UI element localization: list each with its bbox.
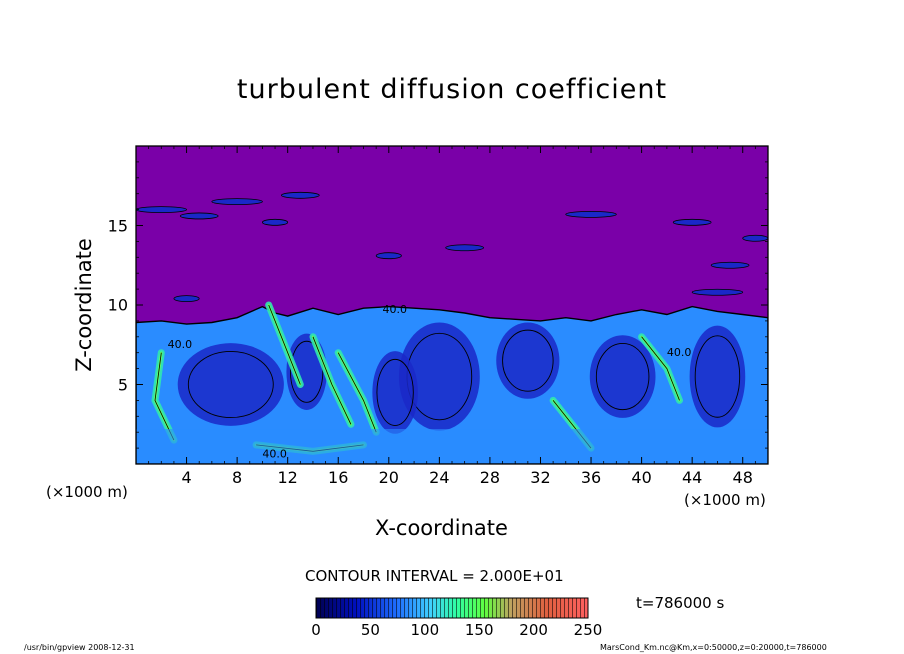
- x-tick-label: 28: [479, 468, 501, 487]
- file-footer: MarsCond_Km.nc@Km,x=0:50000,z=0:20000,t=…: [600, 643, 827, 652]
- contour-label: 40.0: [382, 303, 407, 316]
- plume-contour: [641, 336, 680, 401]
- low-cell: [398, 322, 480, 431]
- x-unit-left: (×1000 m): [46, 483, 128, 501]
- chart-title: turbulent diffusion coefficient: [236, 74, 668, 105]
- colorbar-tick-label: 50: [360, 621, 380, 639]
- x-tick-label: 32: [530, 468, 551, 487]
- low-cell-contour: [595, 343, 650, 411]
- upper-fragment: [211, 198, 263, 206]
- program-footer: /usr/bin/gpview 2008-12-31: [24, 643, 135, 652]
- low-cell: [372, 351, 418, 434]
- x-tick-label: 24: [429, 468, 450, 487]
- y-tick-label: 10: [107, 295, 128, 315]
- x-tick-label: 16: [328, 468, 349, 487]
- contour-label: 40.0: [262, 448, 287, 461]
- upper-fragment: [280, 191, 320, 199]
- x-tick-label: 12: [277, 468, 298, 487]
- contour-interval: CONTOUR INTERVAL = 2.000E+01: [305, 567, 564, 585]
- plume-contour: [312, 336, 352, 425]
- x-tick-label: 20: [378, 468, 399, 487]
- upper-fragment: [375, 252, 402, 260]
- contour-label: 40.0: [667, 346, 692, 359]
- low-cell: [589, 335, 656, 418]
- plume-contour: [268, 304, 301, 385]
- colorbar-tick-label: 200: [519, 621, 548, 639]
- upper-fragment: [445, 244, 485, 252]
- upper-fragment: [261, 218, 289, 226]
- upper-fragment: [691, 288, 744, 296]
- upper-fragment: [179, 212, 219, 220]
- x-tick-label: 48: [732, 468, 753, 487]
- time-label: t=786000 s: [636, 594, 725, 612]
- low-cell: [496, 322, 560, 399]
- x-tick-label: 8: [232, 468, 243, 487]
- x-tick-label: 44: [681, 468, 703, 487]
- colorbar-tick-label: 0: [311, 621, 321, 639]
- x-tick-label: 4: [181, 468, 192, 487]
- low-cell-contour: [376, 358, 414, 426]
- y-axis-label: Z-coordinate: [72, 238, 96, 372]
- low-cell: [177, 343, 284, 426]
- upper-fragment: [136, 206, 187, 213]
- colorbar-stripes: [316, 598, 588, 618]
- x-axis-label: X-coordinate: [375, 516, 508, 540]
- colorbar-tick-label: 250: [573, 621, 603, 639]
- axis-ticks: [136, 146, 768, 464]
- low-cell: [689, 325, 746, 428]
- y-tick-label: 15: [107, 216, 128, 235]
- plume-contour: [154, 352, 175, 441]
- x-tick-label: 36: [580, 468, 602, 487]
- upper-fragment: [742, 234, 768, 242]
- upper-fragment: [710, 261, 750, 269]
- y-tick-label: 5: [117, 375, 128, 394]
- contour-label: 40.0: [168, 338, 193, 351]
- colorbar-tick-label: 150: [464, 621, 494, 639]
- x-tick-label: 40: [631, 468, 652, 487]
- heatmap-field: 40.0 40.0 40.0 40.0: [136, 146, 768, 464]
- plume-contour: [337, 352, 377, 433]
- upper-fragment: [173, 295, 200, 303]
- upper-fragment: [672, 218, 712, 226]
- low-cell-contour: [694, 335, 741, 418]
- colorbar-tick-label: 100: [410, 621, 440, 639]
- colorbar-frame: [315, 597, 589, 619]
- x-unit-right: (×1000 m): [684, 491, 766, 509]
- upper-fragment: [565, 210, 617, 218]
- low-cell-contour: [290, 340, 324, 403]
- boundary-layer-contour: [136, 305, 768, 464]
- low-cell-contour: [187, 350, 274, 419]
- surface-layer: [136, 429, 768, 464]
- low-cell-contour: [502, 329, 554, 392]
